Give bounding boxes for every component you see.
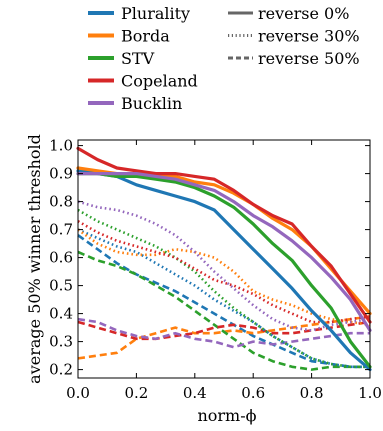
y-tick-label: 0.3	[49, 333, 73, 351]
x-tick-label: 1.0	[358, 384, 382, 402]
legend-label-borda: Borda	[121, 27, 170, 46]
y-tick-label: 0.9	[49, 165, 73, 183]
series-line-plurality-reverse-30	[77, 228, 370, 369]
y-tick-label: 0.6	[49, 249, 73, 267]
legend-label-reverse-0: reverse 0%	[258, 4, 349, 23]
series-line-plurality-reverse-0	[76, 169, 372, 372]
x-axis-label: norm-ϕ	[197, 406, 256, 425]
y-tick-label: 0.7	[49, 221, 73, 239]
axes: 0.0 0.2 0.4 0.6 0.8 1.0 0.2 0.3 0.4 0.5 0.6 0.7 0.8 0…	[49, 137, 382, 402]
x-tick-label: 0.2	[124, 384, 148, 402]
y-tick-label: 0.4	[49, 305, 73, 323]
x-tick-label: 0.4	[183, 384, 207, 402]
plot-frame	[77, 139, 371, 379]
x-tick-label: 0.6	[241, 384, 265, 402]
legend-label-stv: STV	[121, 49, 155, 68]
plot-area	[76, 146, 372, 372]
legend-label-copeland: Copeland	[121, 72, 198, 91]
series-line-borda-reverse-30	[77, 228, 371, 327]
legend-label-reverse-30: reverse 30%	[258, 27, 360, 46]
series-line-copeland-reverse-0	[76, 146, 372, 324]
y-tick-label: 0.2	[49, 361, 73, 379]
series-line-plurality-reverse-50	[77, 234, 370, 369]
y-tick-label: 0.5	[49, 277, 73, 295]
series-line-bucklin-reverse-0	[76, 172, 372, 332]
series-line-copeland-reverse-50	[77, 320, 371, 341]
series-line-stv-reverse-30	[77, 208, 370, 369]
y-tick-label: 1.0	[49, 137, 73, 155]
x-tick-label: 0.0	[66, 384, 90, 402]
series-line-stv-reverse-50	[77, 250, 370, 371]
legend-label-plurality: Plurality	[121, 4, 190, 23]
legend-label-reverse-50: reverse 50%	[258, 49, 360, 68]
x-tick-label: 0.8	[300, 384, 324, 402]
series-line-stv-reverse-0	[76, 172, 372, 369]
y-tick-label: 0.8	[49, 193, 73, 211]
legend-label-bucklin: Bucklin	[121, 94, 182, 113]
legend: Plurality Borda STV Copeland Bucklin reverse …	[88, 4, 360, 113]
y-axis-label: average 50% winner threshold	[25, 134, 44, 384]
series-line-borda-reverse-0	[76, 166, 372, 316]
series-line-bucklin-reverse-50	[77, 317, 370, 349]
